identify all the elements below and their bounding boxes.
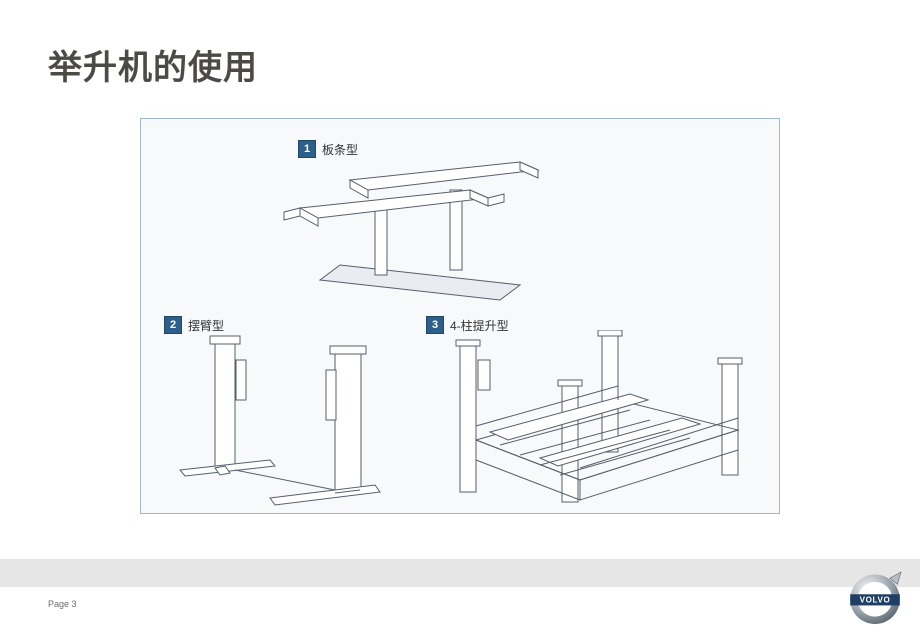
page-number: Page 3 (48, 599, 77, 609)
diagram-four-post-type (430, 330, 760, 510)
footer-band (0, 559, 920, 587)
slide: 举升机的使用 1 板条型 2 摆臂型 3 4-柱提升型 (0, 0, 920, 637)
diagram-slat-type (260, 150, 560, 310)
diagram-swing-arm-type (160, 330, 390, 510)
page-title: 举升机的使用 (48, 40, 258, 89)
logo-text: VOLVO (860, 595, 891, 604)
volvo-logo: VOLVO (844, 567, 906, 629)
